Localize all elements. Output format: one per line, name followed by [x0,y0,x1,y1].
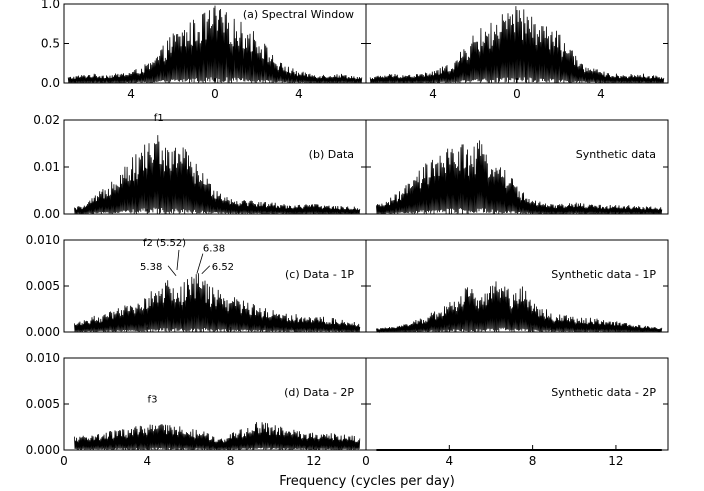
peak-label: f2 (5.52) [143,238,186,249]
x-tick-label: 12 [306,454,321,468]
panel-title: (a) Spectral Window [243,8,354,21]
panel-left-0: 0.0 0.5 1.0 4 0 4 (a) Spectral Window [41,0,367,101]
panel-right-0: 4 0 4 [365,3,669,101]
panel-title: (d) Data - 2P [284,386,354,399]
x-tick-label: 0 [211,87,219,101]
x-tick-label: 0 [362,454,370,468]
x-tick-label: 4 [597,87,605,101]
y-tick-label: 0.000 [26,325,60,339]
x-tick-label: 0 [60,454,68,468]
spectrum-trace [67,5,363,84]
peak-arrow [176,249,180,270]
panel-title: Synthetic data - 1P [551,268,656,281]
y-tick-label: 0.010 [26,233,60,247]
panel-title: Synthetic data - 2P [551,386,656,399]
x-tick-label: 8 [227,454,235,468]
peak-label: 5.38 [140,262,162,273]
panel-title: (b) Data [309,148,354,161]
peak-arrow [196,253,204,274]
panel-right-2: Synthetic data - 1P [365,239,669,334]
spectrum-trace [74,422,361,451]
y-tick-label: 0.0 [41,76,60,90]
spectrum-trace [376,140,663,215]
y-tick-label: 0.010 [26,351,60,365]
x-tick-label: 4 [127,87,135,101]
panel-title: (c) Data - 1P [285,268,354,281]
y-tick-label: 0.5 [41,37,60,51]
peak-arrow [201,265,211,275]
y-tick-label: 1.0 [41,0,60,11]
spectrum-trace [376,281,663,334]
peak-arrow [167,265,177,277]
x-axis-label: Frequency (cycles per day) [279,474,455,489]
panel-left-1: 0.00 0.01 0.02 (b) Data f1 [33,113,367,221]
panel-left-2: 0.000 0.005 0.010 (c) Data - 1P f2 (5.52) 5.3… [26,233,367,339]
y-tick-label: 0.000 [26,443,60,457]
peak-label: 6.52 [212,262,234,273]
panel-title: Synthetic data [576,148,656,161]
spectrum-trace [369,6,665,84]
x-tick-label: 4 [295,87,303,101]
x-tick-label: 4 [143,454,151,468]
y-tick-label: 0.005 [26,397,60,411]
x-tick-label: 4 [445,454,453,468]
peak-label: f1 [154,113,164,124]
y-tick-label: 0.00 [33,207,60,221]
panel-frame [365,357,669,451]
x-tick-label: 0 [513,87,521,101]
peak-label: 6.38 [203,244,225,255]
y-tick-label: 0.005 [26,279,60,293]
y-tick-label: 0.01 [33,160,60,174]
x-tick-label: 12 [608,454,623,468]
peak-label: f3 [148,395,158,406]
panel-left-3: 0.000 0.005 0.010 0 4 8 12 (d) Data - 2P f3 [26,351,367,468]
spectrum-trace [74,135,361,215]
panel-right-3: 0 4 8 12 Synthetic data - 2P [362,357,669,468]
spectrum-trace [74,273,361,333]
panel-right-1: Synthetic data [365,119,669,215]
y-tick-label: 0.02 [33,113,60,127]
x-tick-label: 8 [529,454,537,468]
x-tick-label: 4 [429,87,437,101]
